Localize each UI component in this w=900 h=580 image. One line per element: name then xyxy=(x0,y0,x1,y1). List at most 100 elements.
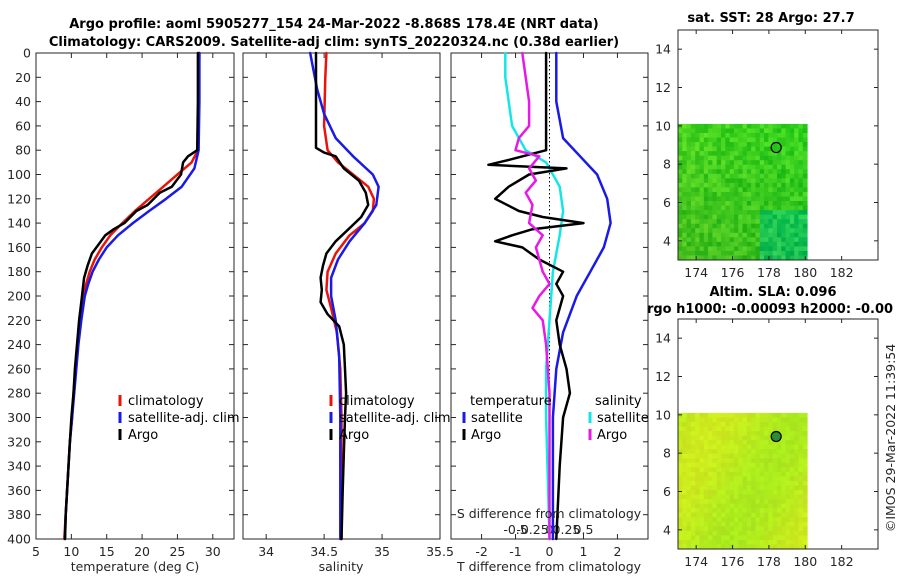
heatmap-cell xyxy=(682,444,688,450)
heatmap-cell xyxy=(721,187,726,193)
heatmap-cell xyxy=(690,435,696,441)
heatmap-cell xyxy=(699,490,705,496)
heatmap-cell xyxy=(755,232,761,238)
heatmap-cell xyxy=(686,530,692,536)
heatmap-cell xyxy=(721,196,726,202)
heatmap-cell xyxy=(695,201,701,207)
heatmap-cell xyxy=(721,151,726,157)
heatmap-cell xyxy=(708,146,713,152)
lon-tick-label: 182 xyxy=(830,265,854,280)
heatmap-cell xyxy=(751,123,756,129)
heatmap-cell xyxy=(733,237,739,243)
heatmap-cell xyxy=(794,178,799,184)
heatmap-cell xyxy=(759,201,765,207)
heatmap-cell xyxy=(785,485,791,491)
heatmap-cell xyxy=(776,462,782,468)
heatmap-cell xyxy=(755,539,761,545)
heatmap-cell xyxy=(738,128,744,134)
heatmap-cell xyxy=(764,210,769,216)
heatmap-cell xyxy=(678,449,683,455)
heatmap-cell xyxy=(776,503,782,509)
heatmap-cell xyxy=(759,146,765,152)
heatmap-cell xyxy=(695,155,701,161)
series-line-t-satellite xyxy=(551,51,612,541)
heatmap-cell xyxy=(751,228,756,234)
heatmap-cell xyxy=(785,219,791,225)
heatmap-cell xyxy=(729,123,735,129)
heatmap-cell xyxy=(690,417,696,423)
heatmap-cell xyxy=(798,449,804,455)
heatmap-cell xyxy=(738,417,744,423)
heatmap-cell xyxy=(695,480,701,486)
heatmap-cell xyxy=(733,480,739,486)
heatmap-cell xyxy=(695,128,701,134)
heatmap-cell xyxy=(742,223,748,229)
heatmap-cell xyxy=(798,137,804,143)
heatmap-cell xyxy=(729,132,735,139)
heatmap-cell xyxy=(776,164,782,170)
heatmap-cell xyxy=(703,539,709,545)
heatmap-cell xyxy=(755,164,761,170)
heatmap-cell xyxy=(789,169,795,175)
heatmap-cell xyxy=(695,228,701,234)
heatmap-cell xyxy=(746,187,752,193)
heatmap-cell xyxy=(703,526,709,532)
heatmap-cell xyxy=(746,191,752,197)
heatmap-cell xyxy=(746,173,752,179)
heatmap-cell xyxy=(742,132,748,139)
heatmap-cell xyxy=(794,417,799,423)
heatmap-cell xyxy=(678,146,683,152)
heatmap-cell xyxy=(729,155,735,161)
heatmap-cell xyxy=(768,494,774,500)
heatmap-cell xyxy=(690,512,696,518)
heatmap-cell xyxy=(733,530,739,536)
heatmap-cell xyxy=(721,412,726,418)
heatmap-cell xyxy=(682,467,688,473)
heatmap-cell xyxy=(729,490,735,496)
heatmap-cell xyxy=(772,467,778,473)
heatmap-cell xyxy=(768,435,774,441)
heatmap-cell xyxy=(733,151,739,157)
x-tick-label: 0 xyxy=(546,544,554,559)
heatmap-cell xyxy=(776,228,782,234)
heatmap-cell xyxy=(712,123,718,129)
lat-tick-label: 14 xyxy=(655,42,671,57)
heatmap-cell xyxy=(789,214,795,220)
heatmap-cell xyxy=(678,232,683,238)
heatmap-cell xyxy=(785,232,791,238)
heatmap-cell xyxy=(781,146,787,152)
heatmap-cell xyxy=(785,137,791,143)
heatmap-cell xyxy=(759,191,765,197)
heatmap-cell xyxy=(768,219,774,225)
heatmap-cell xyxy=(802,499,808,505)
heatmap-cell xyxy=(794,453,799,459)
heatmap-cell xyxy=(759,137,765,143)
heatmap-cell xyxy=(690,178,696,184)
heatmap-cell xyxy=(781,431,787,437)
heatmap-cell xyxy=(708,210,713,216)
heatmap-cell xyxy=(699,201,705,207)
heatmap-cell xyxy=(682,435,688,441)
heatmap-cell xyxy=(759,544,765,550)
heatmap-cell xyxy=(716,164,722,170)
heatmap-cell xyxy=(738,196,744,202)
heatmap-cell xyxy=(695,205,701,211)
heatmap-cell xyxy=(721,544,726,550)
heatmap-cell xyxy=(785,544,791,550)
heatmap-cell xyxy=(802,137,808,143)
heatmap-cell xyxy=(686,210,692,216)
heatmap-cell xyxy=(768,539,774,545)
heatmap-cell xyxy=(764,467,769,473)
heatmap-cell xyxy=(789,187,795,193)
heatmap-cell xyxy=(690,467,696,473)
heatmap-cell xyxy=(699,526,705,532)
heatmap-cell xyxy=(699,521,705,527)
heatmap-cell xyxy=(781,435,787,441)
heatmap-cell xyxy=(742,201,748,207)
heatmap-cell xyxy=(794,164,799,170)
heatmap-cell xyxy=(682,453,688,459)
heatmap-cell xyxy=(794,480,799,486)
t-difference-xlabel: T difference from climatology xyxy=(456,559,642,574)
heatmap-cell xyxy=(798,530,804,536)
heatmap-cell xyxy=(755,444,761,450)
